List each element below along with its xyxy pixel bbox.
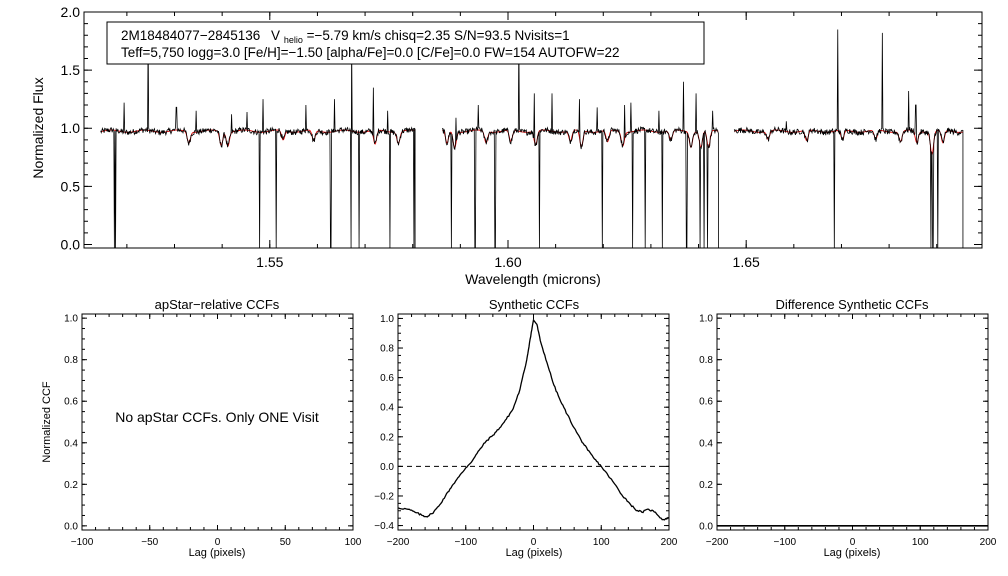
y-tick-label: −0.4: [374, 521, 394, 532]
spectrum-plot-area: [100, 29, 964, 249]
title-line-1-rest: =−5.79 km/s chisq=2.35 S/N=93.5 Nvisits=…: [307, 28, 570, 43]
synthetic-ccf-x-label: Lag (pixels): [506, 547, 563, 559]
y-tick-label: 0.0: [61, 236, 81, 252]
synthetic-ccf-frame: [397, 313, 670, 531]
difference-ccf-axes: −200 −100 0 100 200 0.0 0.2 0.4 0.6 0.8 1.0: [699, 314, 997, 548]
apstar-ccf-axes: −100 −50 0 50 100 0.0 0.2 0.4 0.6 0.8 1.0: [64, 314, 362, 548]
spectrum-y-label: Normalized Flux: [30, 77, 46, 178]
title-line-1: 2M18484077−2845136 V helio =−5.79 km/s c…: [121, 28, 570, 46]
synthetic-ccf-plot-area: [397, 318, 670, 521]
v-helio-label: V: [271, 28, 280, 43]
y-tick-label: 0.4: [699, 438, 713, 449]
x-tick-label: −50: [141, 537, 158, 548]
x-tick-label: 200: [980, 537, 997, 548]
spectrum-x-label: Wavelength (microns): [465, 271, 601, 287]
spectrum-frame: [83, 11, 983, 249]
y-tick-label: 0.2: [699, 480, 713, 491]
v-helio-subscript: helio: [284, 35, 303, 45]
spectrum-axes: 1.55 1.60 1.65 0.0 0.5 1.0 1.5 2.0: [61, 4, 982, 270]
apstar-ccf-panel: −100 −50 0 50 100 0.0 0.2 0.4 0.6 0.8 1.0 apStar−r…: [41, 297, 362, 559]
x-tick-label: −100: [71, 537, 94, 548]
y-tick-label: 0.6: [699, 397, 713, 408]
y-tick-label: 1.5: [61, 62, 81, 78]
y-tick-label: 0.4: [64, 438, 78, 449]
y-tick-label: 0.2: [64, 480, 78, 491]
x-tick-label: 1.60: [494, 254, 521, 270]
x-tick-label: −100: [454, 537, 477, 548]
y-tick-label: 1.0: [699, 314, 713, 325]
x-tick-label: 100: [912, 537, 929, 548]
y-tick-label: 1.0: [61, 120, 81, 136]
x-tick-label: 100: [345, 537, 362, 548]
spectrum-panel: 1.55 1.60 1.65 0.0 0.5 1.0 1.5 2.0 2M18484077−2…: [30, 4, 983, 287]
apstar-ccf-title: apStar−relative CCFs: [155, 297, 280, 312]
y-tick-label: 1.0: [64, 314, 78, 325]
y-tick-label: 0.6: [380, 373, 394, 384]
observed-spectrum-line: [100, 29, 964, 249]
synthetic-ccf-line: [397, 318, 670, 521]
y-tick-label: 2.0: [61, 4, 81, 20]
y-tick-label: 0.8: [699, 355, 713, 366]
apstar-ccf-x-label: Lag (pixels): [189, 547, 246, 559]
difference-ccf-frame: [716, 313, 989, 531]
x-tick-label: −200: [387, 537, 410, 548]
spectrum-title-box: 2M18484077−2845136 V helio =−5.79 km/s c…: [106, 21, 705, 65]
y-tick-label: 0.0: [64, 521, 78, 532]
y-tick-label: 0.8: [380, 344, 394, 355]
y-tick-label: 0.4: [380, 403, 394, 414]
y-tick-label: 0.0: [699, 521, 713, 532]
x-tick-label: −200: [706, 537, 729, 548]
x-tick-label: 0: [215, 537, 221, 548]
y-tick-label: 0.8: [64, 355, 78, 366]
synthetic-ccf-panel: −200 −100 0 100 200 −0.4 −0.2 0.0 0.2 0.4 0.6 0.8 1.…: [374, 297, 678, 559]
x-tick-label: 1.65: [733, 254, 760, 270]
y-tick-label: 0.2: [380, 432, 394, 443]
x-tick-label: 1.55: [256, 254, 283, 270]
difference-ccf-title: Difference Synthetic CCFs: [776, 297, 929, 312]
x-tick-label: 100: [593, 537, 610, 548]
star-id: 2M18484077−2845136: [121, 28, 260, 43]
synthetic-ccf-title: Synthetic CCFs: [489, 297, 580, 312]
y-tick-label: 0.0: [380, 462, 394, 473]
x-tick-label: 50: [280, 537, 292, 548]
no-ccf-note: No apStar CCFs. Only ONE Visit: [115, 409, 319, 425]
apstar-ccf-y-label: Normalized CCF: [41, 381, 53, 463]
y-tick-label: 0.6: [64, 397, 78, 408]
title-box-frame: [106, 21, 705, 65]
x-tick-label: 200: [661, 537, 678, 548]
x-tick-label: −100: [773, 537, 796, 548]
x-tick-label: 0: [850, 537, 856, 548]
difference-ccf-panel: −200 −100 0 100 200 0.0 0.2 0.4 0.6 0.8 1.0 Differ…: [699, 297, 997, 559]
difference-ccf-x-label: Lag (pixels): [824, 547, 881, 559]
synthetic-ccf-axes: −200 −100 0 100 200 −0.4 −0.2 0.0 0.2 0.4 0.6 0.8 1.…: [374, 314, 678, 548]
y-tick-label: 0.5: [61, 178, 81, 194]
y-tick-label: 1.0: [380, 314, 394, 325]
title-line-2: Teff=5,750 logg=3.0 [Fe/H]=−1.50 [alpha/…: [121, 45, 620, 60]
y-tick-label: −0.2: [374, 491, 394, 502]
x-tick-label: 0: [531, 537, 537, 548]
